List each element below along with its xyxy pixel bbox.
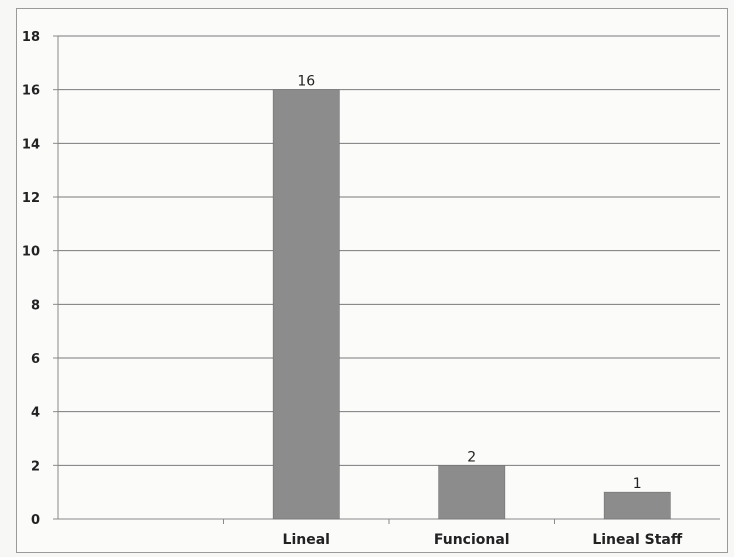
bar-funcional xyxy=(438,465,506,520)
y-tick-label-4: 4 xyxy=(31,406,40,421)
x-tick-label-funcional: Funcional xyxy=(434,532,510,548)
bar-lineal xyxy=(272,89,340,520)
x-tick-label-lineal: Lineal xyxy=(283,532,330,548)
y-tick-label-8: 8 xyxy=(31,298,40,313)
bar-lineal-staff xyxy=(603,491,671,520)
y-tick-label-18: 18 xyxy=(22,30,40,45)
y-tick-label-16: 16 xyxy=(22,84,40,99)
y-tick-label-12: 12 xyxy=(22,191,40,206)
data-label-lineal-staff: 1 xyxy=(633,476,642,492)
y-tick-label-14: 14 xyxy=(22,137,40,152)
y-tick-label-6: 6 xyxy=(31,352,40,367)
chart-frame xyxy=(16,8,728,553)
y-tick-label-0: 0 xyxy=(31,513,40,528)
data-label-funcional: 2 xyxy=(467,449,476,465)
y-tick-label-10: 10 xyxy=(22,245,40,260)
y-tick-label-2: 2 xyxy=(31,459,40,474)
x-tick-label-lineal-staff: Lineal Staff xyxy=(592,532,683,548)
data-label-lineal: 16 xyxy=(297,74,315,90)
